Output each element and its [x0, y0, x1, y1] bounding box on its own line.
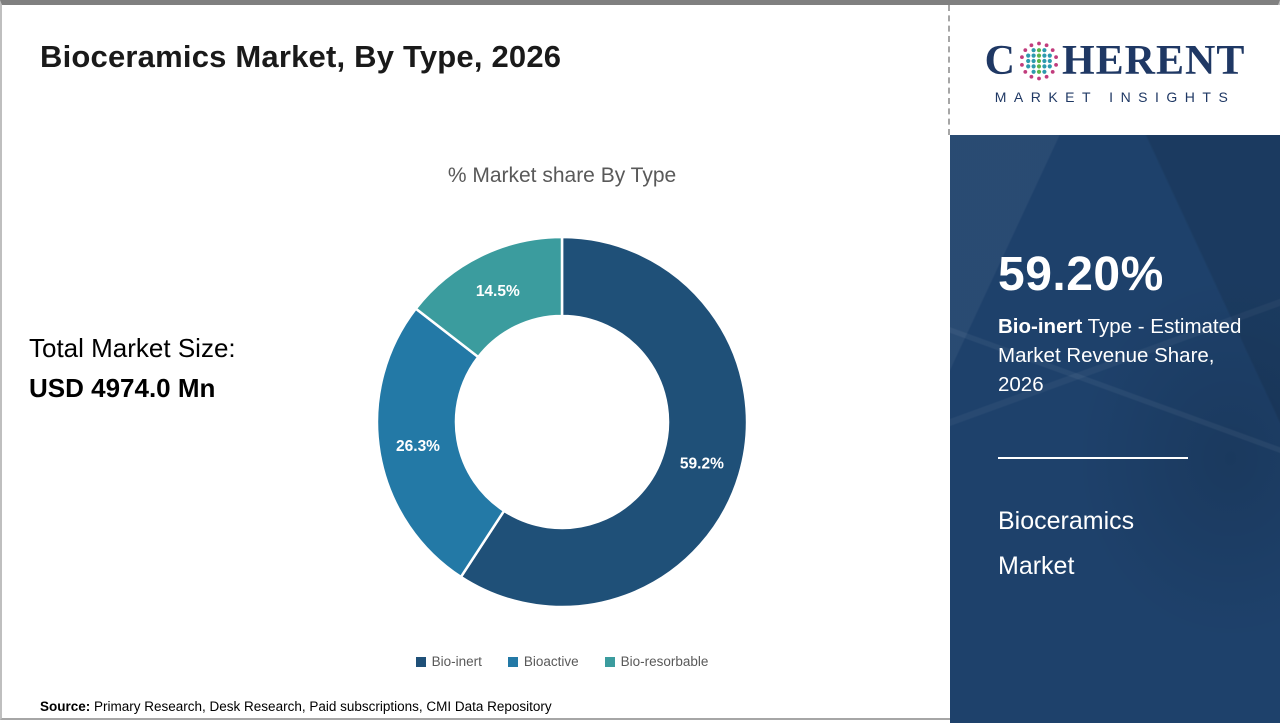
legend-swatch-icon	[604, 656, 615, 667]
source-text: Primary Research, Desk Research, Paid su…	[90, 699, 552, 714]
highlight-description-rest: Type - Estimated Market Revenue Share, 2…	[998, 315, 1242, 396]
sidebar-highlight-panel: 59.20% Bio-inert Type - Estimated Market…	[950, 135, 1280, 723]
chart-title: % Market share By Type	[447, 164, 677, 187]
highlight-stat: 59.20%	[998, 248, 1164, 301]
highlight-segment-name: Bio-inert	[998, 315, 1083, 338]
donut-slice-bio-resorbable	[414, 237, 564, 359]
source-note: Source: Primary Research, Desk Research,…	[40, 699, 552, 714]
source-label: Source:	[40, 699, 91, 714]
brand-suffix: HERENT	[1061, 38, 1246, 84]
donut-chart: 59.2% 26.3% 14.5%	[377, 237, 747, 607]
legend-item-bioactive: Bioactive	[507, 654, 579, 669]
total-market-size-block: Total Market Size: USD 4974.0 Mn	[29, 328, 236, 408]
brand-subtitle: MARKET INSIGHTS	[994, 89, 1236, 105]
highlight-description: Bio-inert Type - Estimated Market Revenu…	[998, 312, 1250, 399]
slide: Bioceramics Market, By Type, 2026 C HERE…	[2, 5, 1280, 723]
legend-swatch-icon	[507, 656, 518, 667]
donut-svg: 59.2% 26.3% 14.5%	[377, 237, 747, 607]
legend-label: Bio-inert	[431, 654, 482, 669]
brand-wordmark: C HERENT	[985, 39, 1246, 83]
legend-item-bio-resorbable: Bio-resorbable	[604, 654, 709, 669]
total-market-size-label: Total Market Size:	[29, 333, 236, 363]
slice-label-bioactive: 26.3%	[396, 438, 440, 455]
globe-icon	[1020, 41, 1058, 81]
page-title: Bioceramics Market, By Type, 2026	[40, 39, 562, 74]
chart-legend: Bio-inert Bioactive Bio-resorbable	[312, 654, 812, 669]
legend-item-bio-inert: Bio-inert	[415, 654, 482, 669]
slice-label-bio-resorbable: 14.5%	[476, 283, 520, 300]
legend-swatch-icon	[415, 656, 426, 667]
sidebar-market-name: Bioceramics Market	[998, 507, 1135, 580]
legend-label: Bio-resorbable	[620, 654, 709, 669]
donut-slice-bioactive	[377, 306, 506, 579]
legend-label: Bioactive	[523, 654, 579, 669]
brand-logo: C HERENT MARKET INSIGHTS	[950, 5, 1280, 135]
brand-prefix: C	[984, 38, 1016, 84]
dashed-divider	[948, 5, 950, 135]
donut-slice-bio-inert	[459, 237, 747, 607]
total-market-size-value: USD 4974.0 Mn	[29, 373, 216, 403]
slice-label-bio-inert: 59.2%	[680, 456, 724, 473]
sidebar-divider-line	[998, 457, 1188, 459]
